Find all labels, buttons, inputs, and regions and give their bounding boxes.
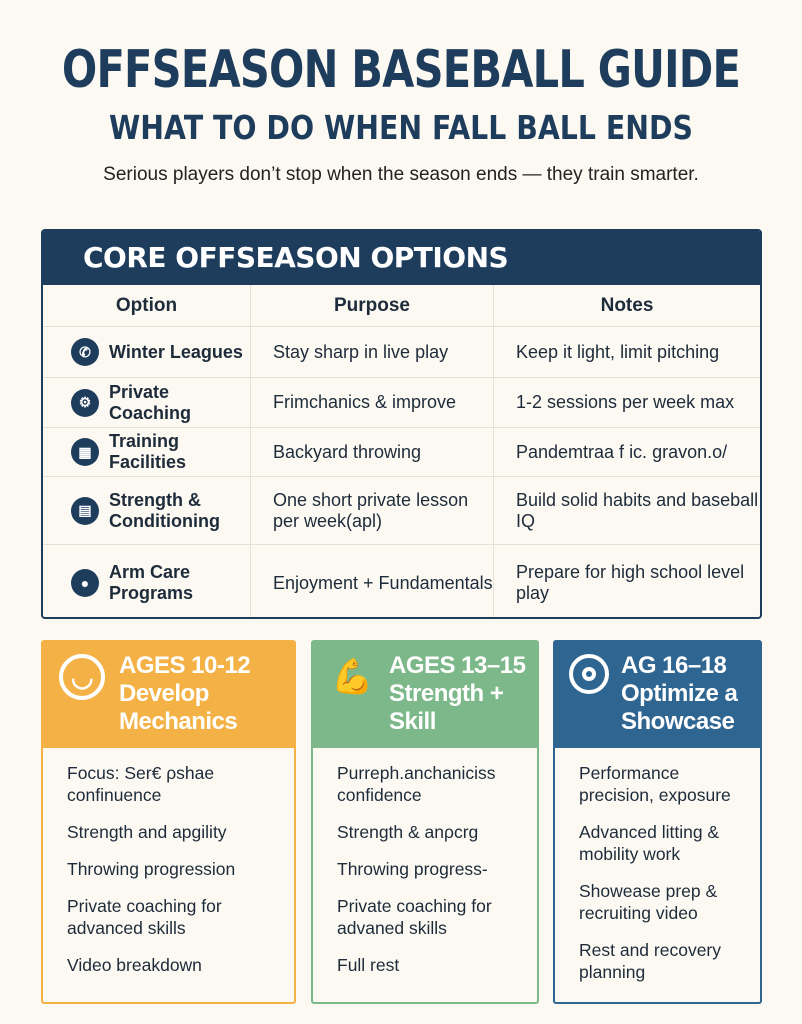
card-item: Private coaching for advanced skills	[67, 896, 222, 938]
card-ages: AG 16–18	[621, 652, 727, 679]
option-label: Private Coaching	[109, 381, 192, 423]
arm-icon: ●	[71, 569, 99, 597]
phone-icon: ✆	[71, 338, 99, 366]
card-item: Rest and recovery planning	[579, 940, 722, 982]
card-title: Strength + Skill	[389, 680, 504, 735]
table-row: ▦ Training Facilities Backyard throwing P…	[43, 428, 760, 477]
target-icon	[569, 654, 609, 694]
age-card-13-15: 💪 AGES 13–15 Strength + Skill Purreph.anc…	[311, 640, 539, 1004]
card-item: Throwing progression	[67, 859, 236, 879]
coach-icon: ⚙	[71, 388, 99, 417]
facility-icon: ▦	[71, 438, 99, 466]
notes-cell: Keep it light, limit pitching	[516, 341, 720, 362]
table-row: ● Arm Care Programs Enjoyment + Fundament…	[43, 545, 760, 617]
option-label: Training Facilities	[109, 431, 187, 472]
card-item: Performance precision, exposure	[579, 763, 731, 805]
card-title: Optimize a Showcase	[621, 680, 738, 735]
card-item: Strength & anρcrg	[337, 822, 479, 842]
options-table: CORE OFFSEASON OPTIONS Option Purpose No…	[41, 229, 762, 619]
calculator-icon: ▤	[71, 496, 99, 525]
column-header: Notes	[600, 295, 654, 316]
card-title: Develop Mechanics	[119, 680, 238, 735]
purpose-cell: Frimchanics & improve	[251, 378, 494, 427]
card-item: Throwing progress-	[337, 859, 488, 879]
smiley-icon: ◡	[59, 654, 105, 700]
card-item: Private coaching for advaned skills	[337, 896, 492, 938]
flexed-arm-icon: 💪	[331, 658, 373, 696]
card-ages: AGES 13–15	[389, 652, 526, 679]
age-card-16-18: AG 16–18 Optimize a Showcase Performance …	[553, 640, 762, 1004]
option-label: Strength & Conditioning	[109, 489, 220, 531]
card-ages: AGES 10-12	[119, 652, 251, 679]
notes-cell: 1-2 sessions per week max	[516, 392, 735, 412]
table-heading: CORE OFFSEASON OPTIONS	[43, 231, 760, 285]
page-title: OFFSEASON BASEBALL GUIDE	[61, 40, 741, 100]
card-item: Focus: Ser€ ρshae confinuence	[67, 763, 215, 805]
option-label: Winter Leagues	[109, 341, 243, 362]
purpose-cell: One short private lesson per week(apl)	[251, 477, 494, 544]
purpose-cell: Backyard throwing	[251, 428, 494, 476]
card-item: Advanced litting & mobility work	[579, 822, 720, 864]
card-item: Full rest	[337, 955, 400, 975]
column-header: Option	[43, 285, 251, 326]
purpose-cell: Enjoyment + Fundamentals	[251, 545, 494, 617]
notes-cell: Pandemtraa f ic. gravon.o/	[516, 441, 728, 462]
column-header: Purpose	[251, 285, 494, 326]
card-item: Video breakdown	[67, 955, 202, 975]
purpose-cell: Stay sharp in live play	[251, 327, 494, 377]
card-item: Showease prep & recruiting video	[579, 881, 718, 923]
age-card-10-12: ◡ AGES 10-12 Develop Mechanics Focus: Ser…	[41, 640, 296, 1004]
table-header-row: Option Purpose Notes	[43, 285, 760, 327]
card-item: Purreph.anchaniciss confidence	[337, 763, 496, 805]
tagline: Serious players don’t stop when the seas…	[103, 164, 699, 185]
notes-cell: Prepare for high school level play	[516, 562, 745, 603]
page-subtitle: WHAT TO DO WHEN FALL BALL ENDS	[109, 108, 693, 147]
notes-cell: Build solid habits and baseball IQ	[516, 489, 759, 531]
table-row: ✆ Winter Leagues Stay sharp in live play …	[43, 327, 760, 378]
card-item: Strength and apgility	[67, 822, 227, 842]
table-row: ▤ Strength & Conditioning One short priva…	[43, 477, 760, 545]
table-row: ⚙ Private Coaching Frimchanics & improve …	[43, 378, 760, 428]
option-label: Arm Care Programs	[109, 562, 194, 603]
